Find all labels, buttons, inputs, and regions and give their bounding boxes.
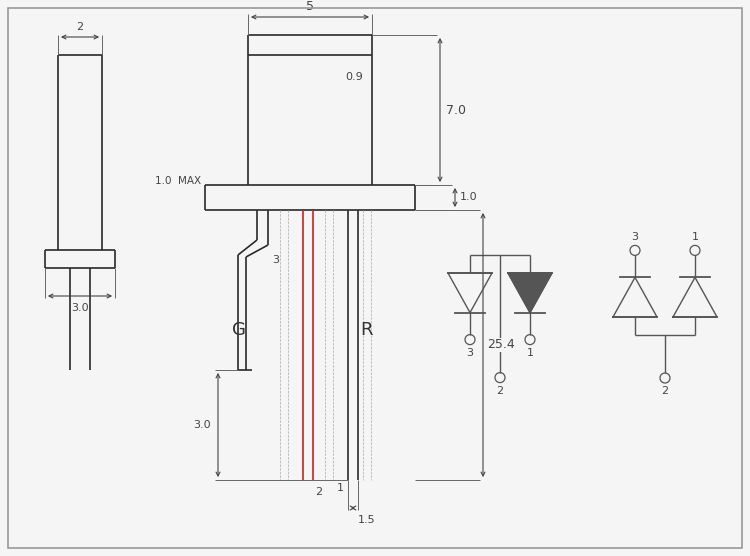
Text: 7.0: 7.0 xyxy=(446,103,466,117)
Polygon shape xyxy=(508,273,552,312)
Text: 2: 2 xyxy=(662,386,668,396)
Text: R: R xyxy=(360,321,372,339)
Text: 2: 2 xyxy=(315,487,322,497)
Text: 2: 2 xyxy=(76,22,83,32)
Text: 1: 1 xyxy=(526,348,533,358)
Text: 3: 3 xyxy=(632,232,638,242)
Text: 3.0: 3.0 xyxy=(194,420,211,430)
Text: 1: 1 xyxy=(337,483,344,493)
Text: 2: 2 xyxy=(496,386,503,396)
Text: G: G xyxy=(232,321,246,339)
Text: 1.0  MAX: 1.0 MAX xyxy=(154,176,201,186)
Text: 3.0: 3.0 xyxy=(71,303,88,313)
Text: 5: 5 xyxy=(306,1,314,13)
Text: 1.0: 1.0 xyxy=(460,192,478,202)
Text: 3: 3 xyxy=(466,348,473,358)
Text: 1.5: 1.5 xyxy=(358,515,376,525)
Text: 0.9: 0.9 xyxy=(345,72,363,82)
Text: 3: 3 xyxy=(272,255,279,265)
Text: 25.4: 25.4 xyxy=(488,339,514,351)
Text: 1: 1 xyxy=(692,232,698,242)
